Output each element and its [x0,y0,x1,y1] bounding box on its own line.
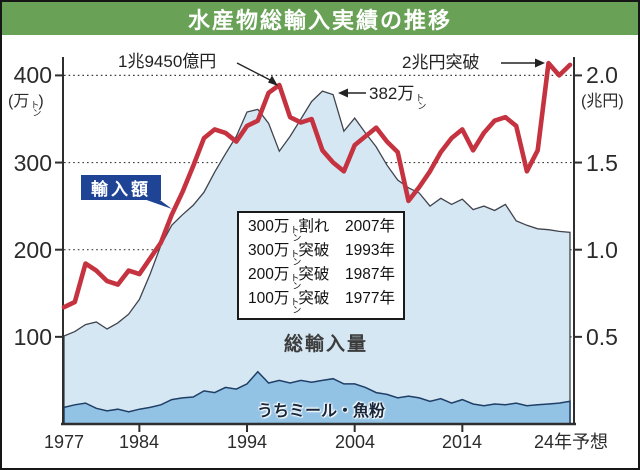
y-right-label-2.0: 2.0 [586,62,618,88]
y-left-label-300: 300 [13,150,52,176]
page-title: 水産物総輸入実績の推移 [187,7,452,33]
x-label-1984: 1984 [118,432,160,452]
milestone-row: 200万トン突破 1987年 [248,266,395,290]
x-label-1977: 1977 [43,432,85,452]
x-label-1994: 1994 [226,432,268,452]
milestone-row: 300万トン突破 1993年 [248,242,395,266]
y-left-label-200: 200 [13,237,52,263]
import-value-callout-tail [138,197,172,209]
title-bar: 水産物総輸入実績の推移 [2,2,638,35]
ton-unit-mark: トン [415,93,427,111]
ton-unit-mark: トン [290,225,302,243]
y-left-label-100: 100 [13,324,52,350]
milestone-event: 300万トン割れ [248,218,330,243]
y-axis-left-unit: (万トン) [8,93,44,118]
milestone-year: 1993年 [345,242,395,259]
milestone-row: 300万トン割れ 2007年 [248,218,395,242]
milestone-event: 100万トン突破 [248,290,330,315]
ton-unit-mark: トン [290,297,302,315]
milestone-row: 100万トン突破 1977年 [248,290,395,314]
ton-unit-mark: トン [30,100,42,118]
milestone-year: 1977年 [345,290,395,307]
y-left-label-400: 400 [13,62,52,88]
x-label-2014: 2014 [441,432,483,452]
arrow-volume-peak-head [338,88,348,98]
y-right-label-1.0: 1.0 [586,237,618,263]
annotation-value-peak: 1兆9450億円 [118,52,217,71]
y-right-label-1.5: 1.5 [586,150,618,176]
arrow-value-peak-head [268,75,278,86]
import-value-callout: 輸入額 [81,175,161,200]
annotation-two-trillion: 2兆円突破 [402,53,480,72]
milestone-year: 2007年 [345,218,395,235]
import-value-line [61,60,573,310]
annotation-volume-peak: 382万トン [369,84,427,111]
y-axis-right-unit: (兆円) [581,93,624,110]
ton-unit-mark: トン [290,249,302,267]
milestone-event: 200万トン突破 [248,266,330,291]
meal-fishmeal-area [63,370,571,425]
x-label-2004: 2004 [334,432,376,452]
arrow-value-peak-line [236,62,273,82]
x-label-24年予想: 24年予想 [533,432,609,452]
milestone-event: 300万トン突破 [248,242,330,267]
milestone-year: 1987年 [345,266,395,283]
meal-fishmeal-label: うちミール・魚粉 [256,403,385,420]
milestones-box: 300万トン割れ 2007年 300万トン突破 1993年 200万トン突破 1987年 1… [237,211,405,320]
total-volume-label: 総輸入量 [283,334,368,355]
ton-unit-mark: トン [290,273,302,291]
arrow-two-trillion-head [535,58,545,68]
y-right-label-0.5: 0.5 [586,324,618,350]
